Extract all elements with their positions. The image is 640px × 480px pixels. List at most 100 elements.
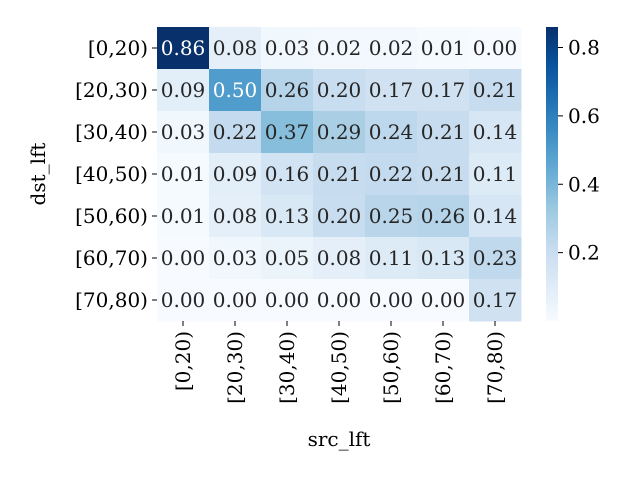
cell-value-label: 0.21 [317, 162, 362, 186]
heatmap-cell [261, 111, 314, 154]
heatmap-cell [313, 27, 366, 70]
heatmap-cell [469, 279, 522, 322]
y-tick-label: [20,30) [75, 78, 148, 102]
heatmap-cell [261, 279, 314, 322]
heatmap-cell [261, 27, 314, 70]
cell-value-label: 0.09 [213, 162, 258, 186]
heatmap-cell [209, 195, 262, 238]
heatmap-cell [469, 153, 522, 196]
cell-value-label: 0.00 [317, 288, 362, 312]
heatmap-cell [261, 153, 314, 196]
x-tick-label: [50,60) [379, 331, 403, 404]
cell-value-label: 0.00 [161, 246, 206, 270]
heatmap-cell [157, 279, 210, 322]
cell-value-label: 0.22 [369, 162, 414, 186]
x-tick-label: [0,20) [171, 331, 195, 391]
cell-value-label: 0.25 [369, 204, 414, 228]
heatmap-cell [313, 153, 366, 196]
heatmap-cell [365, 153, 418, 196]
cell-value-label: 0.00 [369, 288, 414, 312]
y-axis-label: dst_lft [26, 143, 50, 206]
heatmap-cell [261, 195, 314, 238]
x-tick-label: [40,50) [327, 331, 351, 404]
x-tick-label: [20,30) [223, 331, 247, 404]
cell-value-label: 0.50 [213, 78, 258, 102]
heatmap-cell [417, 111, 470, 154]
heatmap-cell [209, 279, 262, 322]
heatmap-cell [469, 27, 522, 70]
heatmap-cell [365, 111, 418, 154]
cell-value-label: 0.01 [161, 162, 206, 186]
cell-value-label: 0.01 [421, 36, 466, 60]
heatmap-cell [313, 279, 366, 322]
colorbar-tick-label: 0.6 [568, 104, 600, 128]
heatmap-cell [209, 237, 262, 280]
y-axis-ticks: [0,20) [20,30) [30,40) [40,50) [50,60) [60,70… [75, 36, 157, 312]
heatmap-cell [417, 195, 470, 238]
heatmap-cell [313, 111, 366, 154]
cell-value-label: 0.17 [473, 288, 518, 312]
cell-value-label: 0.21 [421, 120, 466, 144]
heatmap-cell [469, 111, 522, 154]
cell-value-label: 0.13 [421, 246, 466, 270]
heatmap-cell [365, 279, 418, 322]
heatmap-cell [417, 153, 470, 196]
cell-value-label: 0.17 [421, 78, 466, 102]
cell-value-label: 0.09 [161, 78, 206, 102]
cell-value-label: 0.24 [369, 120, 414, 144]
heatmap-cell [365, 195, 418, 238]
heatmap-cell [157, 195, 210, 238]
cell-value-label: 0.16 [265, 162, 310, 186]
cell-value-label: 0.08 [317, 246, 362, 270]
cell-value-label: 0.03 [213, 246, 258, 270]
heatmap-cell [157, 69, 210, 112]
cell-value-label: 0.00 [473, 36, 518, 60]
x-tick-label: [70,80) [483, 331, 507, 404]
y-tick-label: [0,20) [88, 36, 148, 60]
cell-value-label: 0.00 [161, 288, 206, 312]
cell-value-label: 0.37 [265, 120, 310, 144]
cell-value-label: 0.11 [369, 246, 414, 270]
cell-value-label: 0.03 [161, 120, 206, 144]
cell-value-label: 0.21 [473, 78, 518, 102]
cell-value-label: 0.23 [473, 246, 518, 270]
heatmap-cell [157, 237, 210, 280]
heatmap-cell [313, 195, 366, 238]
cell-value-label: 0.08 [213, 204, 258, 228]
heatmap-cell [157, 153, 210, 196]
x-tick-label: [30,40) [275, 331, 299, 404]
heatmap-cell [417, 279, 470, 322]
heatmap-cell [261, 69, 314, 112]
colorbar [546, 27, 558, 321]
y-tick-label: [60,70) [75, 246, 148, 270]
cell-value-label: 0.14 [473, 120, 518, 144]
cell-value-label: 0.00 [421, 288, 466, 312]
cell-value-label: 0.01 [161, 204, 206, 228]
heatmap-cell [469, 69, 522, 112]
cell-value-label: 0.26 [421, 204, 466, 228]
heatmap-cell [157, 27, 210, 70]
cell-value-label: 0.03 [265, 36, 310, 60]
heatmap-cell [365, 69, 418, 112]
heatmap-cell [313, 69, 366, 112]
cell-value-label: 0.22 [213, 120, 258, 144]
y-tick-label: [50,60) [75, 204, 148, 228]
cell-value-label: 0.13 [265, 204, 310, 228]
cell-value-label: 0.86 [161, 36, 206, 60]
heatmap-cell [417, 27, 470, 70]
cell-value-label: 0.21 [421, 162, 466, 186]
heatmap-cell [209, 153, 262, 196]
x-axis-ticks: [0,20) [20,30) [30,40) [40,50) [50,60) [60,70… [171, 321, 507, 404]
heatmap-cell [313, 237, 366, 280]
cell-value-label: 0.14 [473, 204, 518, 228]
heatmap-cell [365, 27, 418, 70]
y-tick-label: [70,80) [75, 288, 148, 312]
cell-value-label: 0.26 [265, 78, 310, 102]
cell-value-label: 0.00 [265, 288, 310, 312]
heatmap-cell [469, 195, 522, 238]
cell-value-label: 0.17 [369, 78, 414, 102]
x-tick-label: [60,70) [431, 331, 455, 404]
heatmap-cell [157, 111, 210, 154]
colorbar-tick-label: 0.2 [568, 241, 600, 265]
